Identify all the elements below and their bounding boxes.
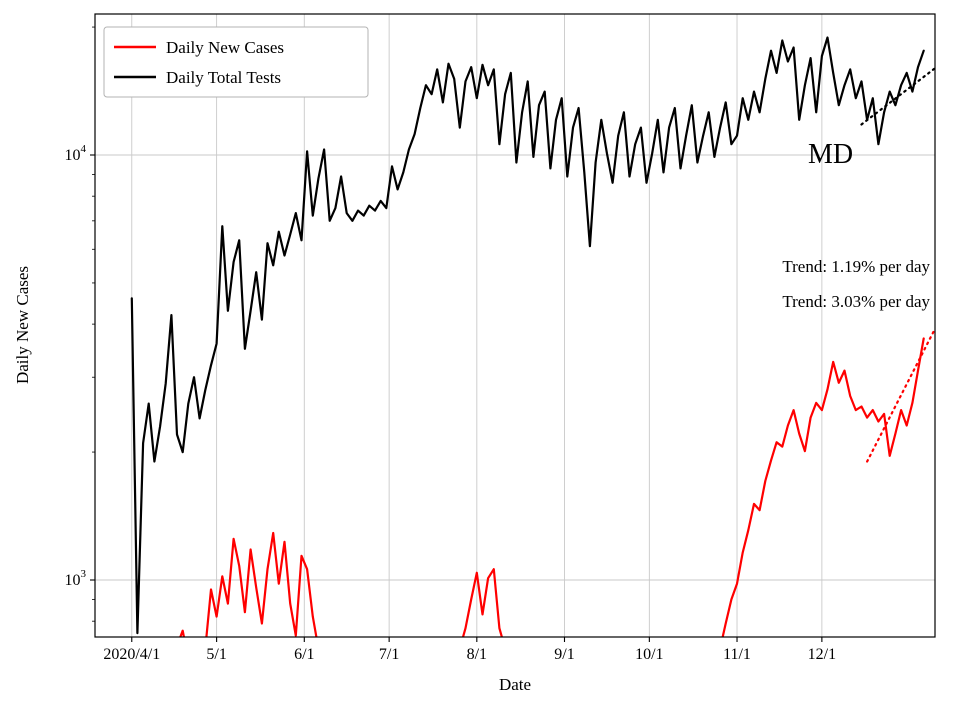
x-tick-label: 8/1 [467,646,487,663]
legend-label-daily-new-cases: Daily New Cases [166,38,284,57]
legend-box [103,26,369,98]
line-daily-new-cases [179,337,925,637]
x-tick-label: 7/1 [379,646,399,663]
trend-line-cases-trend [866,327,935,463]
legend-label-daily-total-tests: Daily Total Tests [166,68,281,87]
line-daily-total-tests [130,36,925,635]
x-tick-label: 10/1 [635,646,663,663]
series-lines [130,36,935,637]
y-tick-label: 103 [65,568,87,589]
legend: Daily New Cases Daily Total Tests [103,26,369,98]
x-tick-label: 6/1 [294,646,314,663]
x-tick-label: 2020/4/1 [103,646,160,663]
x-tick-label: 11/1 [723,646,751,663]
y-tick-label: 104 [65,143,87,164]
plot-border [94,13,936,638]
x-tick-label: 12/1 [808,646,836,663]
trend-line-tests-trend [860,67,935,126]
plot-area [95,14,935,637]
x-tick-label: 9/1 [554,646,574,663]
y-axis-label: Daily New Cases [13,266,32,384]
trend-annotation-1: Trend: 1.19% per day [782,257,930,276]
x-axis-label: Date [499,675,531,694]
gridlines [95,14,935,637]
axis-ticks: 2020/4/1 5/1 6/1 7/1 8/1 9/1 10/1 11/1 12/1 103 10… [65,26,836,663]
x-tick-label: 5/1 [206,646,226,663]
trend-annotation-2: Trend: 3.03% per day [782,292,930,311]
state-annotation: MD [808,139,853,170]
